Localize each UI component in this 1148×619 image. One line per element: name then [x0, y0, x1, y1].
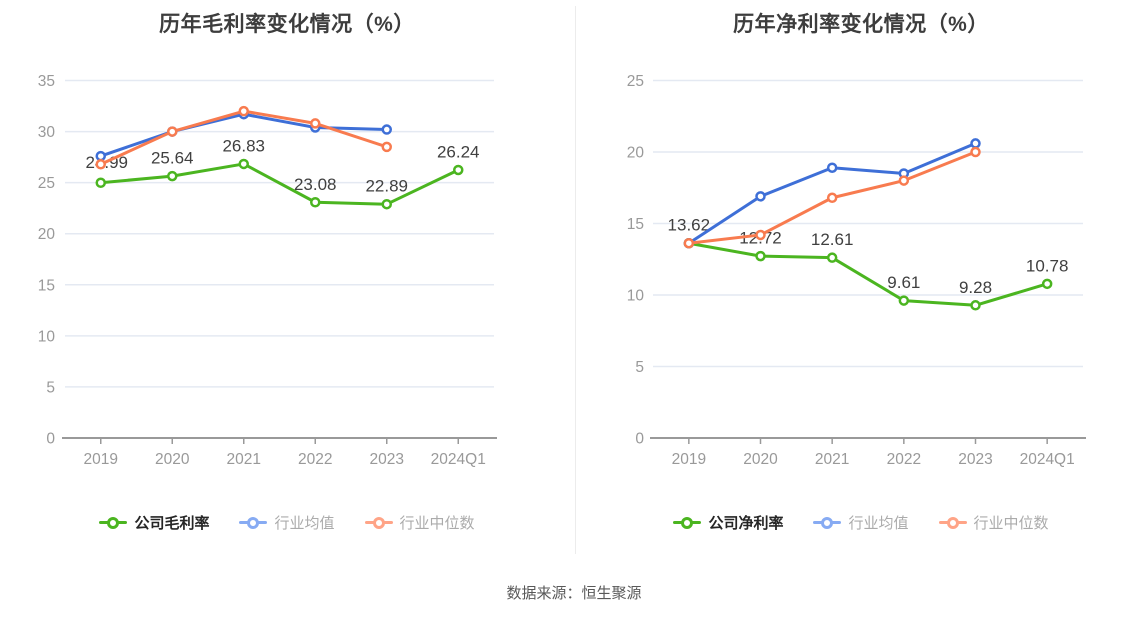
legend-line-marker-icon — [813, 516, 842, 530]
legend-item-company[interactable]: 公司毛利率 — [99, 512, 209, 533]
legend-label: 行业中位数 — [973, 515, 1049, 532]
net-margin-title: 历年净利率变化情况（%） — [733, 13, 989, 36]
legend-line-marker-icon — [239, 516, 268, 530]
legend-label: 行业均值 — [848, 515, 909, 532]
svg-text:15: 15 — [38, 277, 55, 294]
legend-item-industry-median[interactable]: 行业中位数 — [364, 512, 475, 533]
svg-text:2019: 2019 — [672, 451, 706, 468]
gross-margin-chart[interactable]: 0 5 10 15 20 25 30 35 2019 2020 2021 2022 2023 2024Q1… — [0, 0, 574, 480]
legend-line-marker-icon — [364, 516, 393, 530]
data-source-note: 数据来源：恒生聚源 — [506, 585, 642, 602]
svg-text:10.78: 10.78 — [1026, 256, 1069, 275]
legend-line-marker-icon — [673, 516, 702, 530]
svg-text:26.24: 26.24 — [437, 142, 480, 161]
legend-item-industry-median[interactable]: 行业中位数 — [938, 512, 1049, 533]
svg-text:20: 20 — [627, 145, 645, 162]
svg-text:2024Q1: 2024Q1 — [1020, 451, 1075, 468]
svg-text:9.28: 9.28 — [959, 278, 992, 297]
svg-text:2020: 2020 — [155, 451, 190, 468]
gross-margin-panel: 历年毛利率变化情况（%） 0 5 10 15 20 25 30 35 2019 2020 2021 2… — [0, 0, 574, 560]
net-margin-chart[interactable]: 0 5 10 15 20 25 2019 2020 2021 2022 2023 2024Q1 13.6… — [574, 0, 1148, 480]
svg-text:2022: 2022 — [887, 451, 921, 468]
svg-text:10: 10 — [38, 328, 56, 345]
svg-text:5: 5 — [635, 359, 644, 376]
svg-text:10: 10 — [627, 288, 645, 305]
svg-text:30: 30 — [38, 124, 56, 141]
legend-label: 公司毛利率 — [134, 515, 210, 532]
legend-item-industry-avg[interactable]: 行业均值 — [239, 512, 335, 533]
svg-text:2022: 2022 — [298, 451, 332, 468]
svg-text:0: 0 — [46, 431, 55, 448]
net-margin-panel: 历年净利率变化情况（%） 0 5 10 15 20 25 2019 2020 2021 2022 2… — [574, 0, 1148, 560]
gross-margin-title: 历年毛利率变化情况（%） — [159, 13, 415, 36]
svg-text:2023: 2023 — [370, 451, 404, 468]
svg-text:20: 20 — [38, 226, 56, 243]
svg-text:2021: 2021 — [815, 451, 849, 468]
svg-text:23.08: 23.08 — [294, 175, 337, 194]
svg-text:2020: 2020 — [743, 451, 778, 468]
legend-line-marker-icon — [938, 516, 967, 530]
net-margin-legend: 公司净利率 行业均值 行业中位数 — [574, 512, 1148, 533]
svg-text:2019: 2019 — [84, 451, 118, 468]
legend-label: 行业中位数 — [399, 515, 475, 532]
svg-text:9.61: 9.61 — [887, 273, 920, 292]
svg-text:2021: 2021 — [227, 451, 261, 468]
legend-item-industry-avg[interactable]: 行业均值 — [813, 512, 909, 533]
legend-label: 行业均值 — [274, 515, 335, 532]
svg-text:13.62: 13.62 — [668, 216, 711, 235]
svg-text:26.83: 26.83 — [222, 136, 265, 155]
svg-text:5: 5 — [46, 379, 55, 396]
svg-text:22.89: 22.89 — [365, 177, 408, 196]
svg-text:15: 15 — [627, 216, 644, 233]
svg-text:25: 25 — [38, 175, 55, 192]
svg-text:25.64: 25.64 — [151, 149, 194, 168]
svg-text:2023: 2023 — [958, 451, 992, 468]
legend-label: 公司净利率 — [708, 515, 784, 532]
gross-margin-legend: 公司毛利率 行业均值 行业中位数 — [0, 512, 574, 533]
svg-text:2024Q1: 2024Q1 — [431, 451, 486, 468]
legend-item-company[interactable]: 公司净利率 — [673, 512, 783, 533]
svg-text:0: 0 — [635, 431, 644, 448]
svg-text:25: 25 — [627, 73, 644, 90]
svg-text:35: 35 — [38, 73, 55, 90]
svg-text:12.61: 12.61 — [811, 230, 854, 249]
legend-line-marker-icon — [99, 516, 128, 530]
panel-divider — [575, 6, 576, 554]
